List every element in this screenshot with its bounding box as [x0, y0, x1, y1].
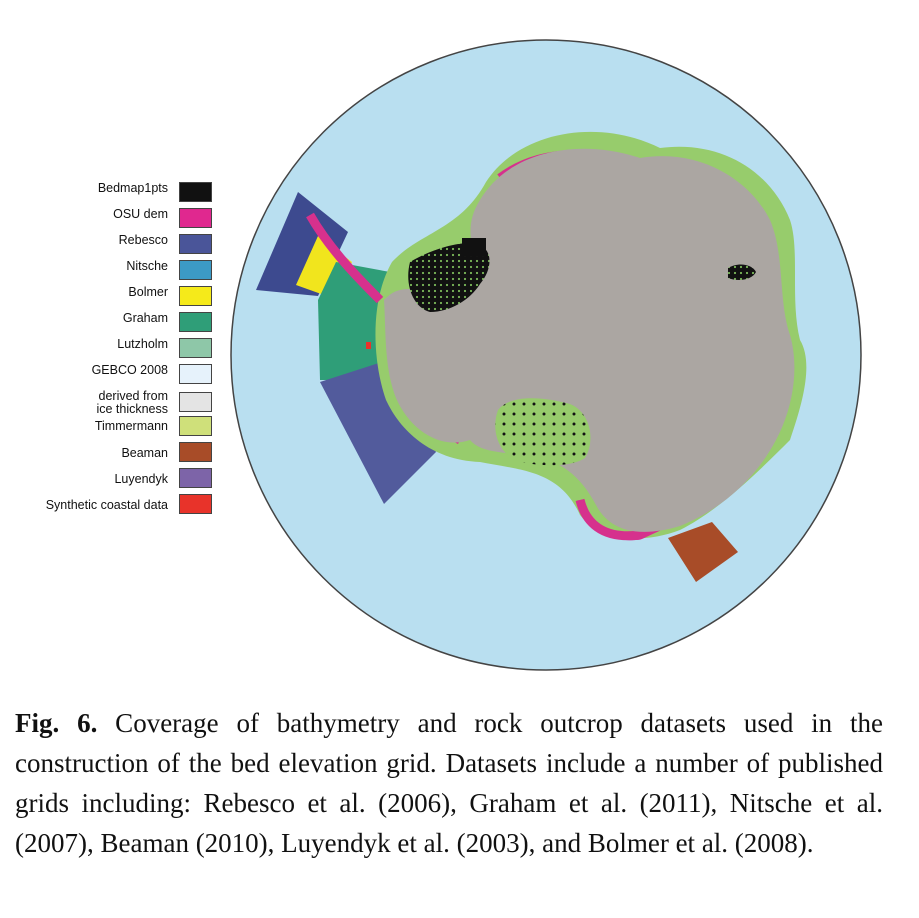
legend-label: GEBCO 2008	[91, 363, 168, 377]
legend-swatch	[179, 234, 212, 254]
figure-caption: Fig. 6. Coverage of bathymetry and rock …	[15, 703, 883, 863]
legend-swatch	[179, 442, 212, 462]
legend-swatch	[179, 260, 212, 280]
legend-item: derived from ice thickness	[20, 390, 220, 416]
legend-swatch	[179, 312, 212, 332]
legend-label: Timmermann	[94, 419, 168, 433]
legend-item: Graham	[20, 312, 220, 338]
legend-label: Bedmap1pts	[97, 181, 168, 195]
synthetic-coastal-1	[326, 118, 330, 124]
legend-item: Lutzholm	[20, 338, 220, 364]
legend-label: Bolmer	[128, 285, 168, 299]
legend-label: Beaman	[121, 446, 168, 460]
osu-dem-coast-2	[576, 499, 641, 541]
legend-item: OSU dem	[20, 208, 220, 234]
legend-swatch	[179, 468, 212, 488]
legend-swatch	[179, 182, 212, 202]
timmermann-dots	[495, 398, 591, 466]
bedmap1pts-region	[408, 243, 490, 312]
legend-item: Rebesco	[20, 234, 220, 260]
legend-label: Graham	[122, 311, 168, 325]
legend-item: Bedmap1pts	[20, 182, 220, 208]
legend-item: Bolmer	[20, 286, 220, 312]
legend-swatch	[179, 364, 212, 384]
legend-swatch	[179, 416, 212, 436]
caption-text: Coverage of bathymetry and rock outcrop …	[15, 708, 883, 858]
legend-item: GEBCO 2008	[20, 364, 220, 390]
legend-swatch	[179, 338, 212, 358]
antarctica-coverage-map	[230, 39, 862, 671]
legend-label: Nitsche	[126, 259, 168, 273]
legend-label: derived from ice thickness	[96, 389, 168, 416]
beaman-wedge	[668, 522, 738, 582]
bedmap1pts-east	[728, 264, 756, 280]
legend-label: Luyendyk	[114, 472, 168, 486]
legend-label: OSU dem	[113, 207, 168, 221]
legend-label: Synthetic coastal data	[45, 498, 168, 512]
rebesco-wedge-2	[320, 360, 436, 504]
legend-item: Luyendyk	[20, 468, 220, 494]
caption-label: Fig. 6.	[15, 708, 98, 738]
legend-swatch	[179, 392, 212, 412]
legend-item: Beaman	[20, 442, 220, 468]
bedmap1pts-patch	[462, 238, 486, 256]
legend-swatch	[179, 208, 212, 228]
legend-item: Synthetic coastal data	[20, 494, 220, 520]
legend-label: Rebesco	[118, 233, 168, 247]
synthetic-coastal-2	[366, 342, 371, 349]
legend-label: Lutzholm	[117, 337, 168, 351]
legend-swatch	[179, 494, 212, 514]
legend-item: Timmermann	[20, 416, 220, 442]
legend-swatch	[179, 286, 212, 306]
map-legend: Bedmap1pts OSU dem Rebesco Nitsche Bolme…	[20, 182, 220, 520]
continent	[384, 148, 795, 532]
legend-item: Nitsche	[20, 260, 220, 286]
